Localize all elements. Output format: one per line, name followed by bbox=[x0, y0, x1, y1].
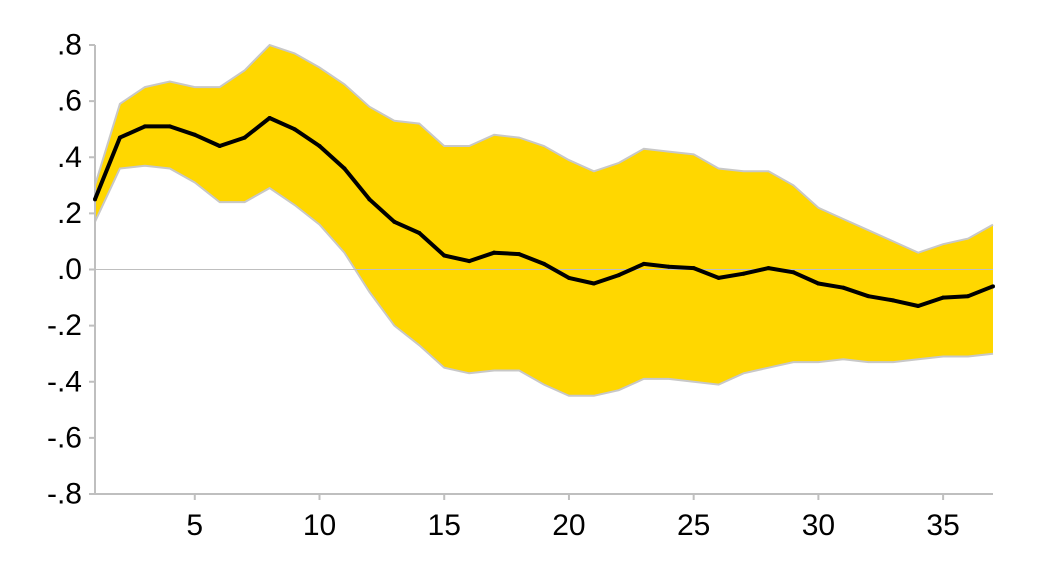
y-tick-label: .6 bbox=[57, 85, 82, 118]
estimate-point bbox=[991, 284, 995, 289]
estimate-point bbox=[641, 261, 646, 266]
estimate-point bbox=[517, 252, 522, 257]
estimate-point bbox=[691, 266, 696, 271]
x-tick-label: 15 bbox=[428, 509, 461, 542]
estimate-point bbox=[666, 264, 671, 269]
estimate-point bbox=[591, 281, 596, 286]
estimate-point bbox=[217, 144, 222, 149]
y-tick-label: -.6 bbox=[47, 421, 82, 454]
estimate-point bbox=[866, 294, 871, 299]
estimate-point bbox=[492, 250, 497, 255]
estimate-point bbox=[392, 219, 397, 224]
estimate-points bbox=[93, 115, 995, 308]
x-tick-label: 30 bbox=[802, 509, 835, 542]
y-axis-ticks: .8 .6 .4 .2 .0 -.2 -.4 -.6 -.8 bbox=[47, 29, 95, 511]
estimate-point bbox=[941, 295, 946, 300]
confidence-band-lower-edge bbox=[94, 164, 994, 397]
y-tick-label: .8 bbox=[57, 29, 82, 62]
estimate-point bbox=[566, 275, 571, 280]
estimate-point bbox=[317, 144, 322, 149]
estimate-point bbox=[292, 127, 297, 132]
estimate-point bbox=[791, 270, 796, 275]
estimate-point bbox=[741, 271, 746, 276]
y-tick-label: -.8 bbox=[47, 478, 82, 511]
estimate-point bbox=[442, 253, 447, 258]
estimate-point bbox=[766, 266, 771, 271]
estimate-point bbox=[841, 285, 846, 290]
estimate-point bbox=[117, 135, 122, 140]
estimate-point bbox=[716, 275, 721, 280]
estimate-point bbox=[367, 197, 372, 202]
x-tick-label: 10 bbox=[303, 509, 336, 542]
estimate-point bbox=[142, 124, 147, 129]
x-tick-label: 20 bbox=[552, 509, 585, 542]
y-tick-label: .4 bbox=[57, 141, 82, 174]
x-tick-label: 5 bbox=[186, 509, 203, 542]
estimate-point bbox=[192, 132, 197, 137]
estimate-point bbox=[342, 166, 347, 171]
estimate-point bbox=[891, 298, 896, 303]
confidence-band-upper-edge bbox=[94, 43, 994, 254]
estimate-point bbox=[467, 259, 472, 264]
confidence-band bbox=[95, 45, 993, 396]
y-tick-label: .0 bbox=[57, 253, 82, 286]
estimate-point bbox=[93, 197, 97, 202]
estimate-point bbox=[816, 281, 821, 286]
estimate-point bbox=[616, 273, 621, 278]
y-tick-label: -.2 bbox=[47, 309, 82, 342]
estimate-point bbox=[417, 231, 422, 236]
x-axis-ticks: 5 10 15 20 25 30 35 bbox=[186, 494, 960, 542]
estimate-point bbox=[542, 261, 546, 266]
estimate-point bbox=[267, 115, 272, 120]
y-tick-label: .2 bbox=[57, 197, 82, 230]
estimate-point bbox=[167, 124, 172, 129]
estimate-point bbox=[966, 294, 971, 299]
estimate-point bbox=[916, 303, 921, 308]
estimate-point bbox=[242, 135, 247, 140]
y-tick-label: -.4 bbox=[47, 365, 82, 398]
x-tick-label: 25 bbox=[677, 509, 710, 542]
x-tick-label: 35 bbox=[926, 509, 959, 542]
